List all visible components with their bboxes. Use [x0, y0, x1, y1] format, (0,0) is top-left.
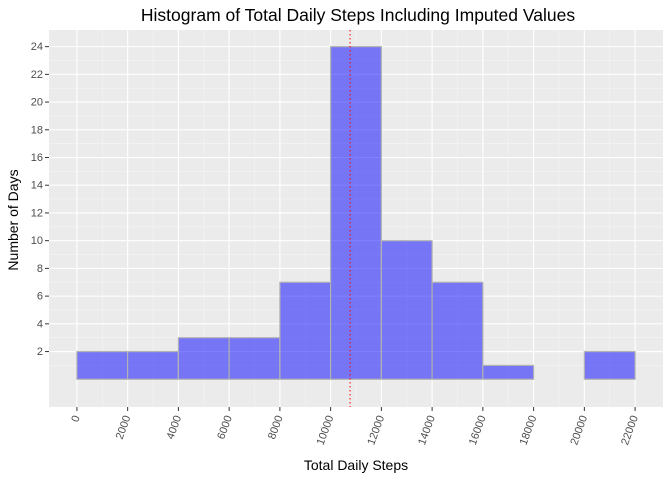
histogram-bar [380, 240, 433, 380]
histogram-bar [431, 281, 484, 380]
y-tick-label: 16 [31, 152, 43, 164]
x-tick-label: 0 [69, 414, 82, 424]
histogram-bar [76, 350, 129, 380]
y-tick-label: 2 [37, 346, 43, 358]
x-tick-label: 16000 [467, 414, 489, 447]
x-axis: 0 2000 4000 6000 8000 10000 12000 14000 16000 180… [69, 407, 641, 447]
x-tick-label: 2000 [114, 414, 134, 441]
x-tick-label: 12000 [365, 414, 387, 447]
y-tick-label: 8 [37, 263, 43, 275]
chart-title: Histogram of Total Daily Steps Including… [141, 5, 575, 25]
x-tick-label: 8000 [266, 414, 286, 441]
x-tick-label: 6000 [215, 414, 235, 441]
y-tick-label: 12 [31, 207, 43, 219]
histogram-bar [228, 337, 281, 380]
histogram-bar [482, 364, 535, 380]
y-tick-label: 14 [31, 180, 43, 192]
y-tick-label: 20 [31, 97, 43, 109]
histogram-bar [177, 337, 230, 380]
y-tick-label: 6 [37, 291, 43, 303]
y-tick-label: 18 [31, 124, 43, 136]
x-tick-label: 4000 [165, 414, 185, 441]
histogram-bar [583, 350, 636, 380]
x-tick-label: 18000 [518, 414, 540, 447]
histogram-bar [279, 281, 332, 380]
histogram-bar [330, 46, 382, 380]
y-tick-label: 22 [31, 69, 43, 81]
x-tick-label: 10000 [315, 414, 337, 447]
histogram-bars [76, 46, 636, 380]
histogram-bar [127, 350, 179, 380]
x-tick-label: 20000 [568, 414, 590, 447]
y-tick-label: 4 [37, 318, 43, 330]
y-tick-label: 24 [31, 41, 43, 53]
x-tick-label: 22000 [619, 414, 641, 447]
y-tick-label: 10 [31, 235, 43, 247]
y-axis-label: Number of Days [5, 169, 21, 270]
x-tick-label: 14000 [416, 414, 438, 447]
x-axis-label: Total Daily Steps [304, 457, 408, 473]
